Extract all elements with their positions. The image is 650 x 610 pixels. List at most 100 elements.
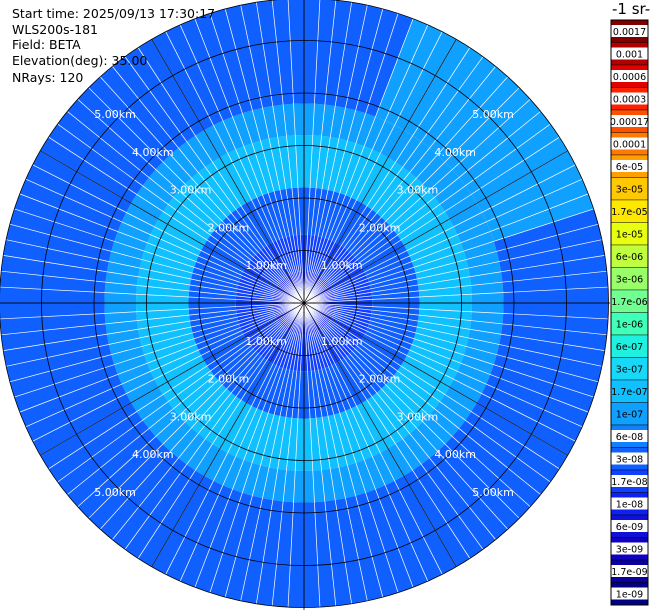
ray-segment (242, 110, 261, 144)
ray-segment (439, 185, 472, 212)
ray-segment (125, 47, 196, 142)
ray-segment (305, 234, 312, 272)
ray-separator (303, 302, 443, 575)
ray-separator (303, 302, 384, 598)
ray-segment (260, 414, 280, 468)
ray-separator (303, 302, 605, 351)
ray-segment (235, 295, 273, 302)
ray-segment (375, 18, 428, 121)
ray-segment (385, 480, 443, 582)
ray-segment (412, 47, 483, 142)
ray-separator (303, 302, 520, 519)
ray-segment (311, 188, 323, 236)
ray-segment (338, 107, 356, 141)
ray-segment (1, 323, 107, 351)
ray-segment (222, 351, 259, 389)
ray-segment (453, 212, 487, 235)
ray-segment (258, 326, 285, 357)
ray-segment (220, 153, 252, 203)
ray-segment (319, 243, 342, 277)
ray-segment (304, 0, 320, 104)
ray-segment (496, 224, 602, 262)
ray-segment (40, 137, 137, 204)
ray-segment (165, 24, 223, 126)
colorbar-tick-label: 0.00017 (610, 117, 649, 128)
ray-separator (209, 13, 305, 304)
ray-segment (316, 417, 331, 471)
ray-segment (204, 448, 228, 481)
ray-segment (195, 130, 220, 163)
ray-segment (131, 387, 164, 412)
ray-segment (246, 262, 279, 286)
ray-segment (188, 296, 236, 303)
ray-segment (144, 242, 197, 268)
ray-segment (300, 334, 304, 372)
ring-label: 1.00km (245, 335, 287, 348)
ray-separator (303, 255, 605, 304)
ray-separator (303, 87, 520, 304)
colorbar-tick-bg (611, 160, 648, 172)
ray-segment (162, 421, 192, 452)
ray-segment (138, 321, 192, 338)
ray-segment (335, 303, 373, 307)
ray-segment (332, 275, 368, 292)
ray-segment (335, 2, 368, 108)
ray-separator (271, 302, 305, 606)
ray-segment (104, 292, 137, 303)
ray-segment (9, 208, 115, 252)
ray-segment (286, 135, 298, 189)
ray-segment (253, 254, 282, 282)
ray-segment (191, 273, 239, 289)
ray-segment (352, 348, 390, 385)
ray-separator (303, 56, 484, 304)
ray-separator (303, 302, 609, 320)
ray-separator (303, 0, 321, 304)
ray-segment (345, 495, 383, 601)
ray-segment (323, 249, 350, 280)
ray-segment (328, 414, 348, 468)
ray-segment (138, 268, 192, 285)
ray-segment (48, 124, 143, 195)
ray-segment (214, 345, 254, 381)
colorbar-tick-bg (611, 430, 648, 442)
ray-segment (356, 153, 388, 203)
ray-segment (402, 141, 430, 173)
ray-segment (459, 111, 551, 186)
ray-segment (112, 458, 187, 550)
ray-separator (303, 302, 560, 470)
ray-segment (380, 448, 404, 481)
ray-segment (252, 107, 270, 141)
ray-segment (334, 285, 371, 297)
ray-segment (330, 318, 364, 341)
ray-segment (108, 337, 142, 355)
ray-segment (308, 333, 319, 371)
ray-segment (144, 338, 197, 364)
ray-segment (403, 39, 470, 136)
ray-segment (227, 405, 258, 457)
ray-segment (286, 236, 298, 273)
ray-separator (303, 302, 509, 530)
ray-segment (266, 243, 289, 277)
ray-separator (0, 286, 305, 304)
ring-label: 1.00km (245, 259, 287, 272)
ray-segment (416, 268, 470, 285)
ray-segment (213, 120, 236, 154)
ray-segment (372, 303, 420, 310)
ray-segment (304, 103, 315, 136)
colorbar-unit-label: -1 sr- (612, 0, 650, 18)
ray-segment (256, 500, 284, 606)
ray-segment (261, 327, 286, 359)
ray-segment (457, 221, 491, 243)
ray-segment (315, 331, 332, 367)
ray-segment (136, 185, 169, 212)
ray-segment (57, 111, 149, 186)
ray-separator (240, 302, 305, 601)
ray-separator (194, 302, 305, 588)
ray-segment (318, 330, 339, 364)
ray-separator (303, 31, 443, 304)
ray-segment (283, 470, 296, 503)
ray-segment (312, 103, 325, 136)
ray-segment (147, 234, 199, 262)
ray-segment (220, 403, 252, 453)
